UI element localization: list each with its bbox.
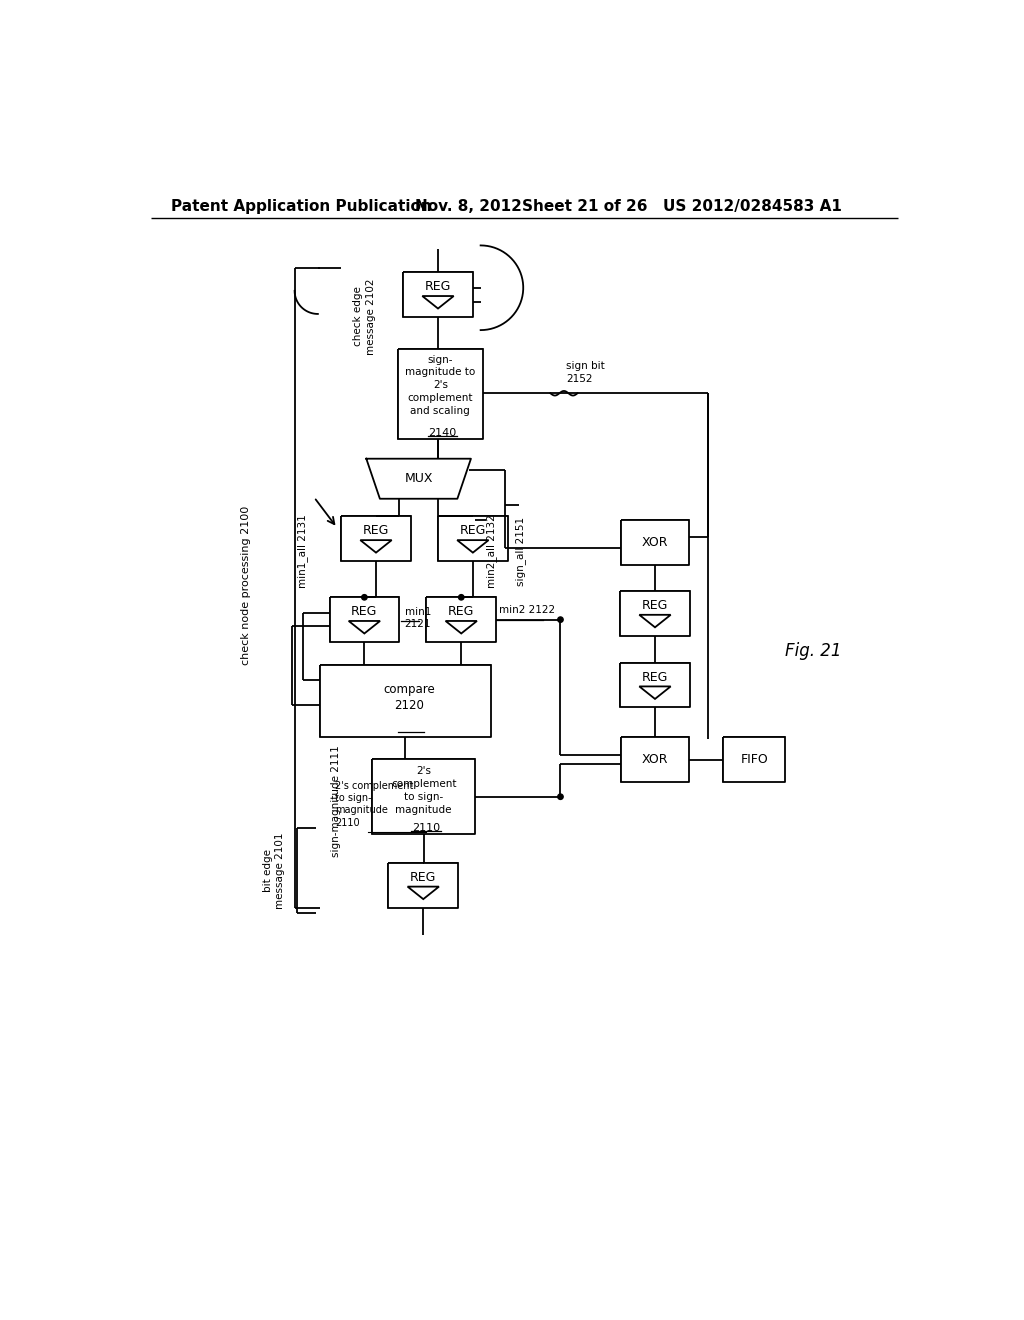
Text: REG: REG bbox=[425, 280, 452, 293]
Circle shape bbox=[558, 795, 563, 800]
Text: MUX: MUX bbox=[404, 473, 433, 486]
Text: min2_all 2132: min2_all 2132 bbox=[486, 515, 497, 587]
Text: 2's complement
to sign-
magnitude
2110: 2's complement to sign- magnitude 2110 bbox=[335, 780, 414, 828]
Text: REG: REG bbox=[362, 524, 389, 537]
Circle shape bbox=[361, 594, 367, 601]
Text: REG: REG bbox=[449, 605, 474, 618]
Text: compare
2120: compare 2120 bbox=[383, 682, 435, 711]
Text: check node processing 2100: check node processing 2100 bbox=[241, 506, 251, 665]
Text: check edge
message 2102: check edge message 2102 bbox=[353, 279, 376, 355]
Text: sign_all 2151: sign_all 2151 bbox=[515, 516, 526, 586]
Text: 2140: 2140 bbox=[428, 428, 457, 437]
Text: REG: REG bbox=[410, 871, 436, 884]
Text: XOR: XOR bbox=[642, 754, 669, 767]
Text: XOR: XOR bbox=[642, 536, 669, 549]
Text: Patent Application Publication: Patent Application Publication bbox=[171, 198, 431, 214]
Text: US 2012/0284583 A1: US 2012/0284583 A1 bbox=[663, 198, 842, 214]
Text: 2110: 2110 bbox=[412, 822, 440, 833]
Circle shape bbox=[459, 594, 464, 601]
Text: REG: REG bbox=[460, 524, 486, 537]
Text: 2's
complement
to sign-
magnitude: 2's complement to sign- magnitude bbox=[391, 767, 457, 814]
Text: Fig. 21: Fig. 21 bbox=[785, 643, 842, 660]
Circle shape bbox=[558, 616, 563, 622]
Text: REG: REG bbox=[642, 599, 669, 612]
Text: REG: REG bbox=[642, 671, 669, 684]
Polygon shape bbox=[367, 459, 471, 499]
Text: min1_all 2131: min1_all 2131 bbox=[297, 515, 308, 587]
Text: min1
2121: min1 2121 bbox=[404, 607, 431, 628]
Text: Nov. 8, 2012: Nov. 8, 2012 bbox=[415, 198, 521, 214]
Text: Sheet 21 of 26: Sheet 21 of 26 bbox=[521, 198, 647, 214]
Text: FIFO: FIFO bbox=[740, 754, 768, 767]
Text: sign-magnitude 2111: sign-magnitude 2111 bbox=[331, 746, 341, 857]
Text: sign bit
2152: sign bit 2152 bbox=[566, 362, 604, 384]
Text: sign-
magnitude to
2's
complement
and scaling: sign- magnitude to 2's complement and sc… bbox=[406, 355, 475, 416]
Text: min2 2122: min2 2122 bbox=[500, 605, 555, 615]
Text: bit edge
message 2101: bit edge message 2101 bbox=[262, 833, 285, 909]
Text: REG: REG bbox=[351, 605, 378, 618]
